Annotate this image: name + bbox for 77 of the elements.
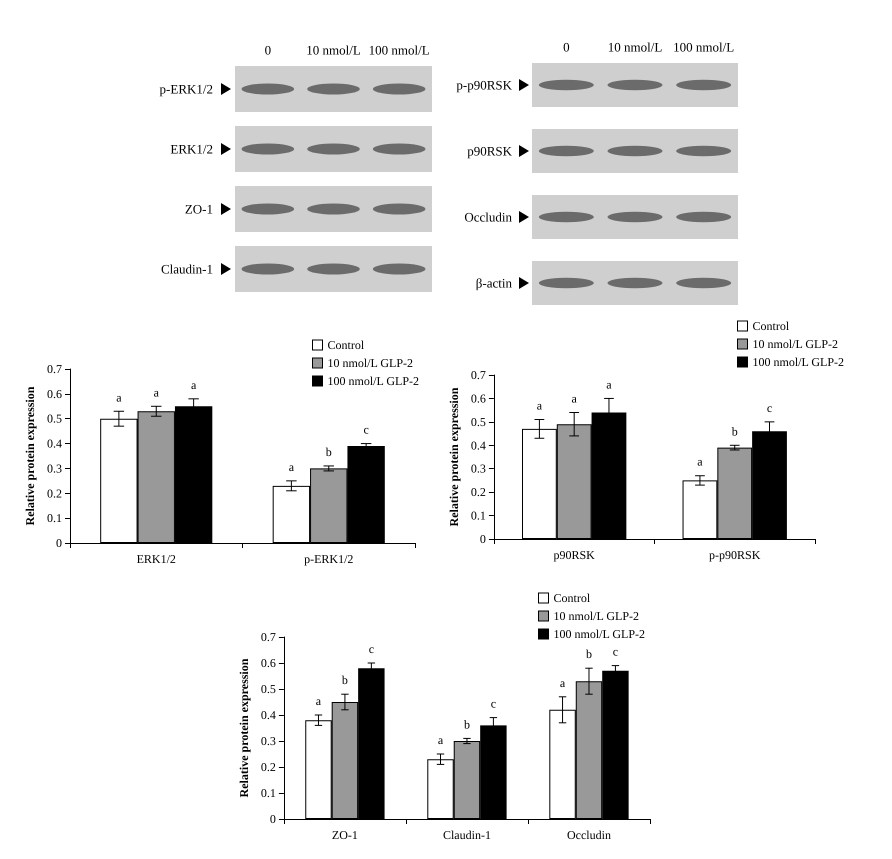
legend-label: 10 nmol/L GLP-2 xyxy=(328,356,414,370)
y-tick-label: 0 xyxy=(270,812,276,826)
y-tick-label: 0.1 xyxy=(47,511,62,526)
data-label: b xyxy=(732,424,738,438)
data-label: c xyxy=(766,400,772,415)
y-tick-label: 0.3 xyxy=(260,734,276,748)
y-tick-label: 0.3 xyxy=(470,462,486,476)
legend-label: 10 nmol/L GLP-2 xyxy=(554,609,640,623)
category-label: ERK1/2 xyxy=(170,142,213,156)
y-tick-label: 0.7 xyxy=(470,368,486,382)
data-label: a xyxy=(606,377,612,392)
y-tick-label: 0.1 xyxy=(470,508,486,523)
y-tick-label: 0.3 xyxy=(47,461,62,476)
category-label: p-ERK1/2 xyxy=(160,82,213,96)
legend-label: 10 nmol/L GLP-2 xyxy=(752,337,838,351)
data-label: b xyxy=(586,647,592,662)
category-label: 10 nmol/L xyxy=(608,40,662,54)
legend-label: 100 nmol/L GLP-2 xyxy=(752,355,844,369)
data-label: a xyxy=(116,390,122,404)
data-label: a xyxy=(438,733,444,747)
x-tick-label: p90RSK xyxy=(554,548,596,562)
data-label: c xyxy=(612,644,618,659)
x-tick-label: p-p90RSK xyxy=(709,548,761,562)
y-tick-label: 0.4 xyxy=(260,708,276,722)
data-label: b xyxy=(464,717,470,732)
y-tick-label: 0.2 xyxy=(470,485,486,500)
category-label: 0 xyxy=(563,40,570,54)
y-tick-label: 0.6 xyxy=(47,386,62,401)
data-label: a xyxy=(288,460,295,474)
category-label: ZO-1 xyxy=(184,202,213,216)
category-label: p90RSK xyxy=(467,144,512,158)
y-axis-title: Relative protein expression xyxy=(23,386,38,526)
data-label: a xyxy=(154,385,160,400)
y-tick-label: 0.5 xyxy=(47,412,62,426)
legend-label: Control xyxy=(328,338,365,352)
x-tick-label: p-ERK1/2 xyxy=(304,552,354,566)
y-axis-title: Relative protein expression xyxy=(447,387,461,526)
x-tick-label: Occludin xyxy=(566,828,611,842)
legend-label: Control xyxy=(554,591,591,605)
data-label: c xyxy=(368,642,374,656)
y-tick-label: 0.5 xyxy=(470,414,486,429)
y-tick-label: 0.7 xyxy=(260,630,276,644)
x-tick-label: ERK1/2 xyxy=(136,552,176,566)
y-tick-label: 0.2 xyxy=(260,760,276,774)
category-label: β-actin xyxy=(476,276,512,290)
y-tick-label: 0.7 xyxy=(47,362,62,376)
y-axis-title: Relative protein expression xyxy=(237,658,251,798)
category-label: 100 nmol/L xyxy=(368,42,430,58)
y-tick-label: 0.5 xyxy=(260,682,276,696)
data-label: a xyxy=(697,454,704,469)
data-label: a xyxy=(572,391,578,406)
y-tick-label: 0 xyxy=(56,536,62,550)
x-tick-label: ZO-1 xyxy=(332,828,358,842)
y-tick-label: 0.1 xyxy=(260,786,276,800)
category-label: Occludin xyxy=(464,210,512,224)
data-label: a xyxy=(536,398,543,413)
y-tick-label: 0.6 xyxy=(470,391,486,406)
category-label: 100 nmol/L xyxy=(673,40,734,54)
y-tick-label: 0.2 xyxy=(47,486,62,500)
category-label: p-p90RSK xyxy=(456,78,512,92)
data-label: a xyxy=(190,378,197,392)
data-label: b xyxy=(342,673,348,688)
legend-label: 100 nmol/L GLP-2 xyxy=(554,627,646,641)
y-tick-label: 0.6 xyxy=(260,656,276,670)
legend-label: 100 nmol/L GLP-2 xyxy=(328,374,420,388)
category-label: Claudin-1 xyxy=(161,262,213,276)
data-label: c xyxy=(363,422,369,437)
y-tick-label: 0.4 xyxy=(470,438,486,452)
data-label: b xyxy=(326,444,332,459)
y-tick-label: 0 xyxy=(480,532,486,546)
data-label: a xyxy=(316,694,322,708)
x-tick-label: Claudin-1 xyxy=(442,828,491,842)
y-tick-label: 0.4 xyxy=(47,436,62,451)
data-label: a xyxy=(560,676,566,690)
data-label: c xyxy=(490,696,496,711)
legend-label: Control xyxy=(752,319,790,333)
category-label: 10 nmol/L xyxy=(306,42,361,58)
